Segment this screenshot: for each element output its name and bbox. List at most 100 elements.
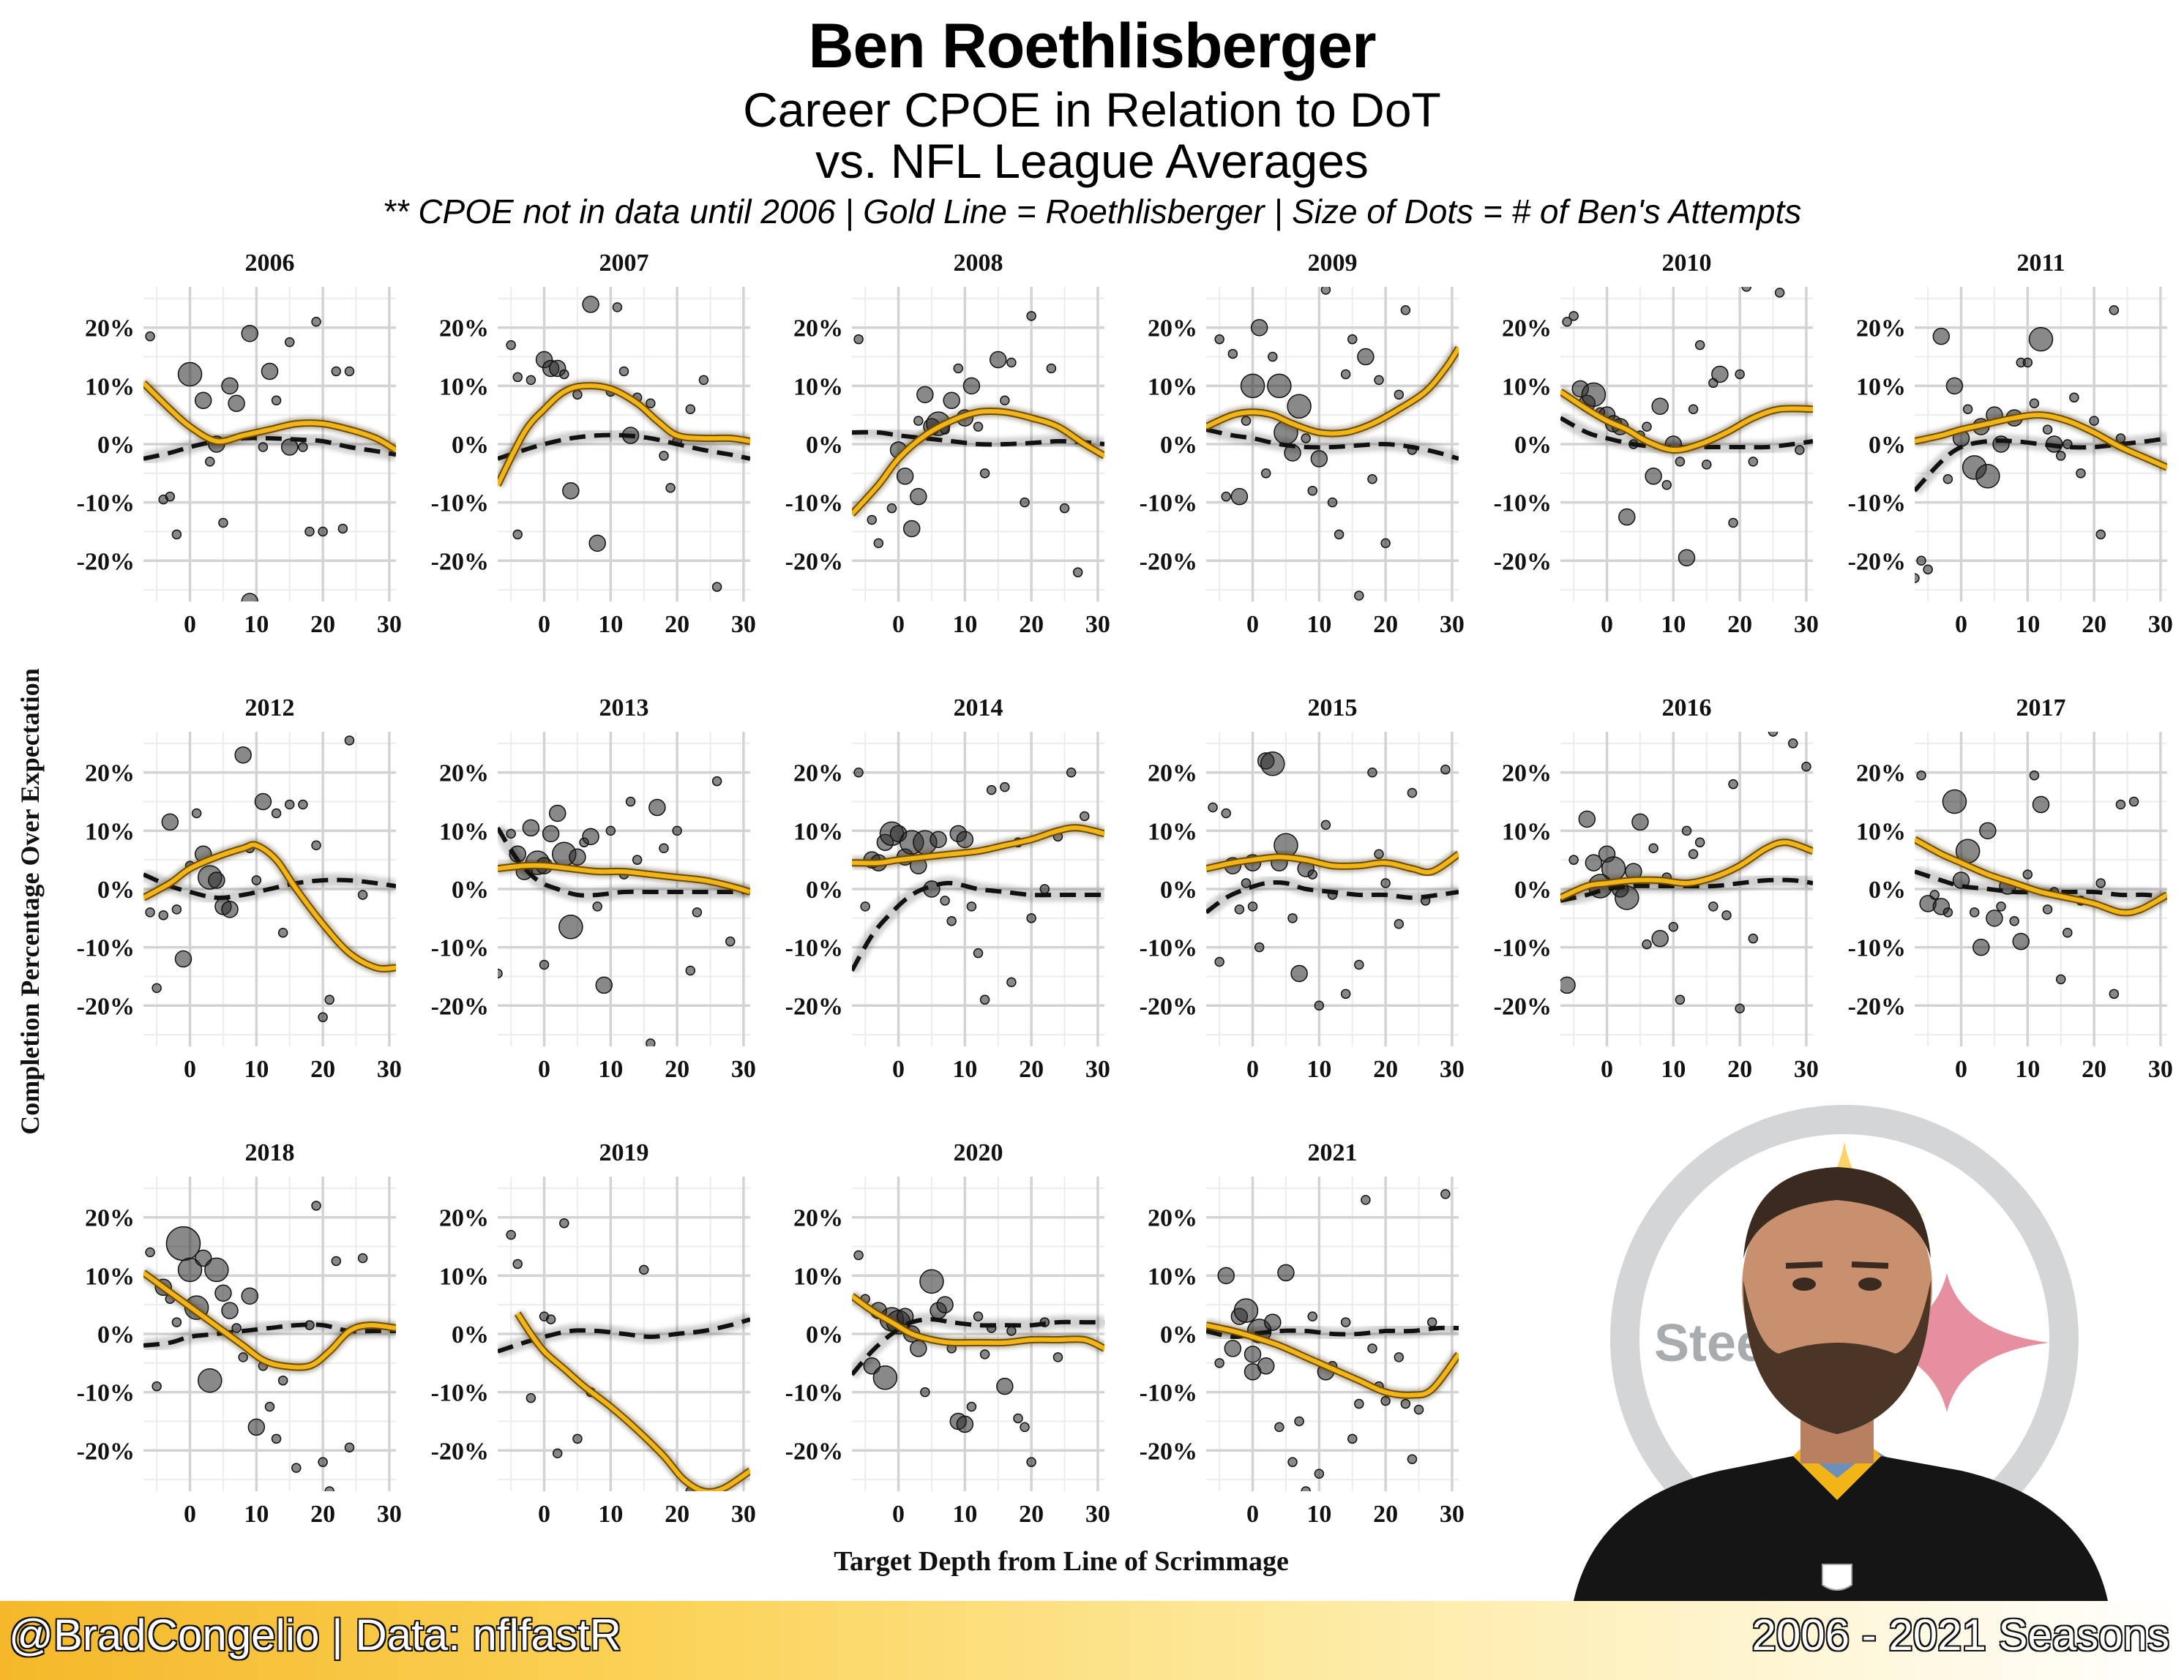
y-tick-label: 0% [97, 1321, 135, 1349]
y-tick-label: 10% [793, 818, 843, 845]
attempt-dot [698, 375, 709, 386]
attempt-dot [1250, 318, 1268, 337]
attempt-dot [1221, 808, 1231, 819]
attempt-dot [1668, 922, 1679, 932]
attempt-dot [1214, 956, 1224, 967]
x-tick-label: 10 [1306, 1056, 1331, 1083]
attempt-dot [284, 337, 295, 348]
attempt-dot [1560, 976, 1576, 994]
y-tick-label: 20% [1148, 1205, 1197, 1232]
attempt-dot [1268, 351, 1278, 362]
attempt-dot [1374, 375, 1384, 386]
x-tick-label: 0 [1601, 611, 1613, 638]
panel-title: 2008 [954, 250, 1003, 277]
attempt-dot [979, 1349, 990, 1360]
attempt-dot [324, 994, 334, 1005]
attempt-dot [1942, 907, 1953, 918]
attempt-dot [919, 1269, 944, 1294]
y-tick-label: -10% [785, 1380, 843, 1407]
attempt-dot [171, 529, 182, 540]
attempt-dot [1688, 404, 1699, 414]
x-tick-label: 30 [1440, 1056, 1465, 1083]
y-tick-label: 20% [1856, 315, 1906, 342]
x-tick-label: 10 [598, 611, 623, 638]
attempt-dot [2022, 869, 2033, 880]
attempt-dot [251, 875, 262, 885]
attempt-dot [1260, 751, 1285, 776]
attempt-dot [979, 468, 990, 479]
y-tick-label: 10% [85, 818, 135, 845]
ben-cpoe-line [1206, 346, 1459, 436]
attempt-dot [1260, 468, 1271, 479]
y-tick-label: -20% [1494, 993, 1552, 1020]
attempt-dot [1708, 901, 1719, 912]
y-tick-label: 20% [1148, 760, 1197, 787]
attempt-dot [264, 1401, 275, 1412]
attempt-dot [1975, 464, 2000, 489]
panel-title: 2009 [1308, 250, 1358, 277]
attempt-dot [311, 840, 321, 851]
footer-credit: @BradCongelio | Data: nflfastR [8, 1610, 622, 1661]
league-average-line [852, 430, 1104, 447]
panel-2014: 2014 20% 10% 0% -10% -20% 0 10 20 30 [785, 694, 1110, 1083]
attempt-dot [1000, 781, 1010, 792]
panel-title: 2021 [1308, 1139, 1358, 1166]
x-tick-label: 20 [665, 1056, 689, 1083]
attempt-dot [311, 1201, 321, 1211]
attempt-dot [234, 746, 252, 764]
attempt-dot [973, 948, 984, 959]
attempt-dot [986, 784, 997, 795]
league-average-line [1915, 436, 2167, 492]
attempt-dot [1013, 1413, 1023, 1424]
attempt-dot [2063, 927, 2073, 938]
attempt-dot [1230, 487, 1249, 506]
attempt-dot [221, 377, 239, 395]
attempt-dot [2076, 468, 2086, 479]
attempt-dot [1287, 1457, 1298, 1467]
attempt-dot [853, 1250, 864, 1261]
attempt-dot [1681, 825, 1692, 836]
y-tick-label: 20% [439, 760, 489, 787]
panel-2006: 2006 20% 10% 0% -10% -20% 0 10 20 30 [77, 250, 402, 638]
attempt-dot [582, 296, 599, 313]
attempt-dot [867, 514, 877, 525]
attempt-dot [1380, 538, 1391, 549]
attempt-dot [592, 901, 602, 912]
y-tick-label: 0% [1869, 877, 1906, 904]
attempt-dot [685, 404, 696, 414]
y-tick-label: 10% [793, 1263, 843, 1290]
attempt-dot [1000, 395, 1010, 406]
x-tick-label: 0 [1955, 1056, 1967, 1083]
attempt-dot [1675, 457, 1686, 467]
attempt-dot [896, 468, 914, 485]
attempt-dot [1394, 919, 1405, 929]
y-tick-label: 20% [793, 1205, 843, 1232]
ben-line-outline [1915, 836, 2167, 917]
attempt-dot [1307, 485, 1318, 496]
attempt-dot [2095, 529, 2106, 540]
x-tick-label: 0 [892, 1501, 905, 1528]
y-tick-label: -10% [1494, 935, 1552, 962]
y-tick-label: -20% [77, 993, 135, 1020]
attempt-dot [1407, 787, 1418, 798]
league-average-line [852, 1317, 1104, 1376]
y-tick-label: -10% [431, 490, 489, 517]
x-tick-label: 10 [244, 1501, 269, 1528]
x-tick-label: 20 [1019, 1501, 1044, 1528]
attempt-dot [1694, 340, 1705, 350]
attempt-dot [1661, 479, 1672, 490]
y-tick-label: 20% [1856, 760, 1906, 787]
league-average-line [1206, 1325, 1459, 1340]
x-tick-label: 20 [665, 611, 689, 638]
attempt-dot [1969, 907, 1980, 918]
x-tick-label: 20 [665, 1501, 689, 1528]
attempt-dot [1413, 1404, 1424, 1415]
attempt-dot [277, 1375, 288, 1386]
x-tick-label: 30 [1794, 611, 1819, 638]
attempt-dot [177, 1257, 203, 1283]
x-tick-label: 30 [731, 611, 756, 638]
y-tick-label: -10% [431, 1380, 489, 1407]
attempt-dot [228, 394, 245, 413]
y-tick-label: -20% [431, 1438, 489, 1465]
y-tick-label: 20% [1148, 315, 1197, 342]
